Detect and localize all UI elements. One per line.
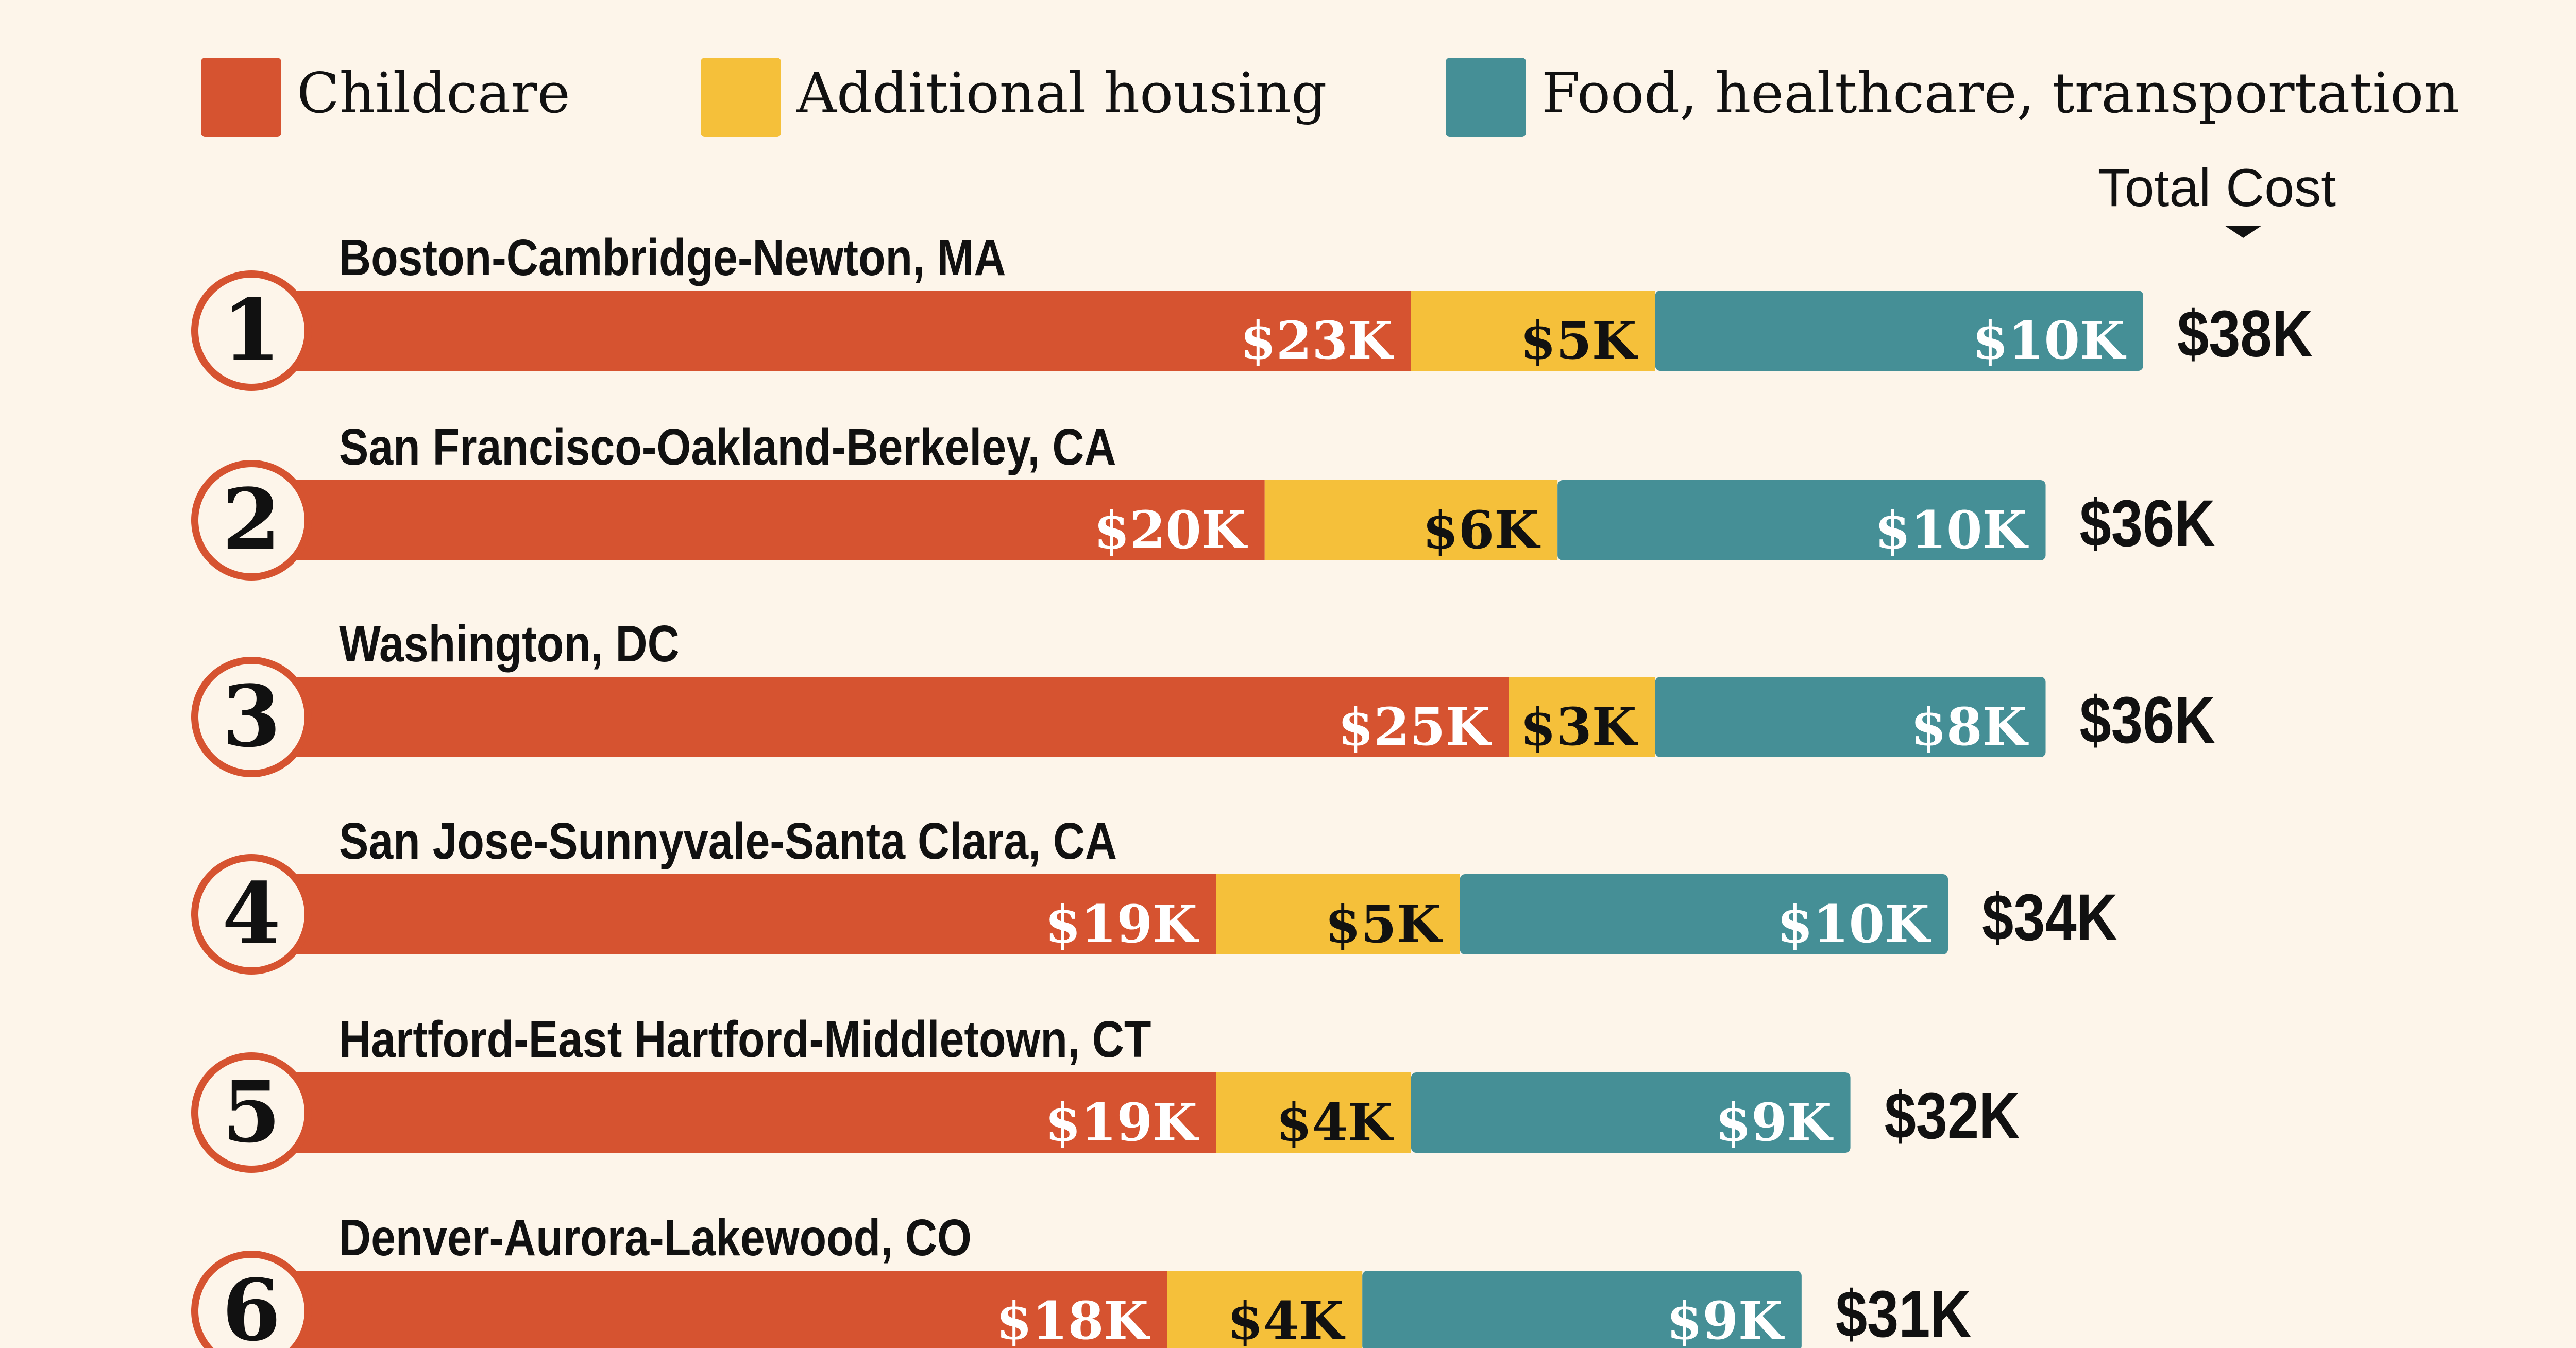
rank-badge [191, 1052, 312, 1173]
total-cost-header: Total Cost [2098, 158, 2336, 218]
legend-swatch [701, 58, 781, 137]
bar-value-label: $5K [1520, 310, 1638, 371]
metro-label: Washington, DC [339, 615, 680, 673]
rank-number: 1 [222, 280, 281, 380]
bar-segment [1460, 874, 1948, 954]
bar-value-label: $9K [1716, 1092, 1834, 1153]
total-cost-label: $38K [2177, 297, 2313, 371]
bar-value-label: $19K [1045, 894, 1199, 954]
rank-number: 6 [222, 1260, 281, 1348]
bar-segment [1655, 291, 2143, 371]
rank-number: 3 [222, 667, 281, 766]
bar-value-label: $10K [1777, 894, 1931, 954]
rank-number: 5 [222, 1062, 281, 1162]
bar-value-label: $4K [1227, 1290, 1345, 1348]
metro-label: Boston-Cambridge-Newton, MA [339, 229, 1006, 286]
metro-label: San Jose-Sunnyvale-Santa Clara, CA [339, 812, 1117, 870]
bar-value-label: $25K [1338, 696, 1492, 757]
bar-segment [1509, 677, 1655, 757]
total-cost-label: $32K [1885, 1079, 2020, 1153]
bar-value-label: $6K [1422, 500, 1540, 560]
bar-value-label: $5K [1325, 894, 1443, 954]
metro-label: San Francisco-Oakland-Berkeley, CA [339, 418, 1116, 476]
bar-segment [289, 874, 1216, 954]
bar-value-label: $20K [1094, 500, 1248, 560]
bar-value-label: $23K [1240, 310, 1394, 371]
legend-item: Food, healthcare, transportation [1446, 58, 2460, 137]
bar-rows: Boston-Cambridge-Newton, MA $23K $5K $10K 1 $… [191, 229, 2313, 1348]
bar-segment [1655, 677, 2046, 757]
metro-label: Hartford-East Hartford-Middletown, CT [339, 1011, 1151, 1068]
bar-value-label: $8K [1910, 696, 2028, 757]
bar-value-label: $4K [1276, 1092, 1394, 1153]
bar-row: San Francisco-Oakland-Berkeley, CA $20K $6… [191, 418, 2215, 581]
bar-row: Washington, DC $25K $3K $8K 3 $36K [191, 615, 2215, 777]
rank-badge [191, 854, 312, 975]
bar-row: San Jose-Sunnyvale-Santa Clara, CA $19K $5… [191, 812, 2117, 975]
rank-number: 2 [222, 470, 281, 569]
bar-segment [1362, 1271, 1802, 1348]
total-cost-label: $36K [2080, 684, 2215, 757]
legend-item: Additional housing [701, 58, 1327, 137]
bar-value-label: $3K [1520, 696, 1638, 757]
bar-row: Denver-Aurora-Lakewood, CO $18K $4K $9K 6 $31… [191, 1209, 1971, 1348]
bar-segment [289, 1072, 1216, 1153]
bar-segment [1167, 1271, 1363, 1348]
bar-row: Hartford-East Hartford-Middletown, CT $19… [191, 1011, 2020, 1173]
total-cost-label: $31K [1836, 1277, 1971, 1348]
legend-label: Childcare [297, 61, 570, 126]
bar-segment [1264, 480, 1558, 560]
bar-value-label: $18K [996, 1290, 1150, 1348]
legend-label: Food, healthcare, transportation [1541, 61, 2460, 126]
bar-value-label: $19K [1045, 1092, 1199, 1153]
rank-number: 4 [222, 864, 281, 963]
bar-segment [1411, 1072, 1851, 1153]
legend-swatch [1446, 58, 1526, 137]
legend-swatch [201, 58, 281, 137]
legend-item: Childcare [201, 58, 570, 137]
legend-label: Additional housing [796, 61, 1327, 126]
bar-segment [289, 1271, 1167, 1348]
rank-badge [191, 657, 312, 777]
rank-badge [191, 460, 312, 581]
bar-segment [1216, 874, 1460, 954]
bar-value-label: $9K [1667, 1290, 1785, 1348]
total-cost-label: $34K [1982, 881, 2117, 954]
total-cost-label: $36K [2080, 487, 2215, 560]
bar-segment [1557, 480, 2046, 560]
rank-badge [191, 270, 312, 391]
total-cost-pointer-icon [2225, 226, 2262, 238]
bar-segment [1216, 1072, 1411, 1153]
legend: Childcare Additional housing Food, healthc… [201, 58, 2460, 137]
rank-badge [191, 1251, 312, 1348]
bar-segment [289, 480, 1265, 560]
bar-value-label: $10K [1875, 500, 2029, 560]
bar-value-label: $10K [1972, 310, 2126, 371]
bar-segment [289, 677, 1509, 757]
metro-label: Denver-Aurora-Lakewood, CO [339, 1209, 972, 1267]
bar-segment [1411, 291, 1655, 371]
bar-row: Boston-Cambridge-Newton, MA $23K $5K $10K 1 $… [191, 229, 2313, 391]
bar-segment [289, 291, 1411, 371]
